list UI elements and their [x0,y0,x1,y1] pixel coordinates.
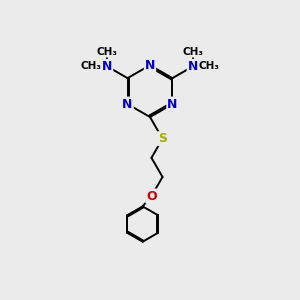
Text: CH₃: CH₃ [182,47,203,57]
Text: N: N [122,98,133,111]
Text: S: S [158,132,167,145]
Text: CH₃: CH₃ [199,61,220,71]
Text: N: N [102,60,112,73]
Text: N: N [188,60,198,73]
Text: O: O [146,190,157,202]
Text: CH₃: CH₃ [80,61,101,71]
Text: CH₃: CH₃ [97,47,118,57]
Text: N: N [167,98,178,111]
Text: N: N [145,59,155,72]
